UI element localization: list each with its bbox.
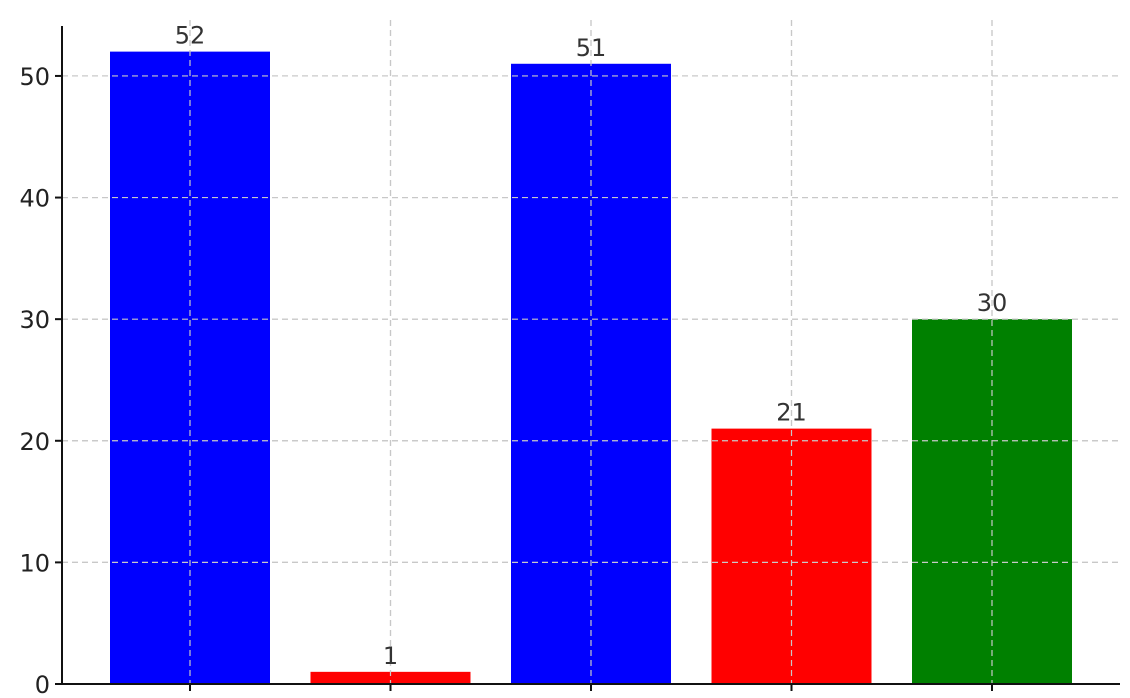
bars-layer [62, 20, 1120, 685]
bar-value-label: 52 [175, 22, 206, 50]
y-tick-label: 40 [19, 185, 50, 213]
bar-value-label: 51 [576, 34, 607, 62]
bar-value-label: 30 [977, 289, 1008, 317]
axes-layer: 0 10 20 30 40 50 [19, 26, 1120, 698]
bar [110, 51, 270, 685]
y-tick-label: 0 [35, 671, 50, 698]
data-labels-layer: 52 1 51 21 30 [175, 22, 1008, 670]
bar-value-label: 21 [776, 399, 807, 427]
bar [310, 671, 471, 684]
bar-value-label: 1 [383, 642, 398, 670]
y-tick-label: 20 [19, 428, 50, 456]
y-tick-label: 30 [19, 306, 50, 334]
y-tick-label: 10 [19, 549, 50, 577]
y-tick-label: 50 [19, 63, 50, 91]
